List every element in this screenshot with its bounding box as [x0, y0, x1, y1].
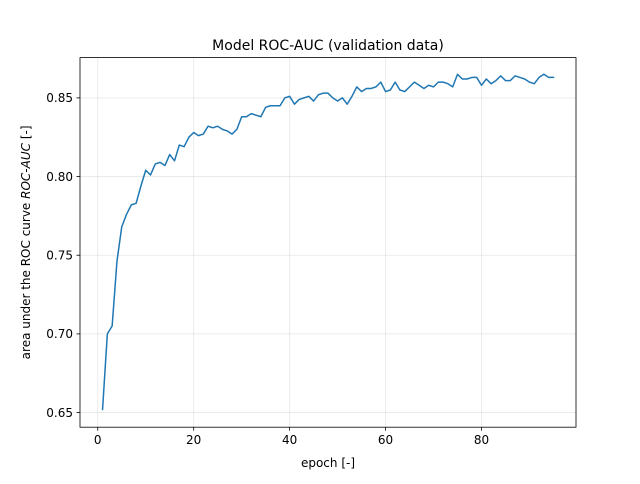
x-tick-label: 80: [474, 433, 489, 447]
x-tick-label: 0: [94, 433, 102, 447]
y-tick-label: 0.65: [46, 406, 73, 420]
y-tick-label: 0.75: [46, 249, 73, 263]
y-axis-label: area under the ROC curve ROC-AUC [-]: [19, 125, 33, 359]
y-axis-label-prefix: area under the ROC curve: [19, 199, 33, 359]
y-tick-label: 0.80: [46, 170, 73, 184]
x-tick-label: 60: [378, 433, 393, 447]
ticks: 0 20 40 60 80 0.65 0.70 0.75 0.80 0.85: [46, 91, 489, 447]
grid: [80, 57, 576, 428]
x-tick-label: 40: [282, 433, 297, 447]
y-axis-label-emphasis: ROC-AUC: [19, 142, 33, 198]
series-line: [101, 73, 555, 411]
y-tick-label: 0.70: [46, 327, 73, 341]
y-axis-label-suffix: [-]: [19, 125, 33, 143]
axes-frame: [79, 57, 577, 428]
chart-title: Model ROC-AUC (validation data): [212, 38, 444, 54]
plot-area: [101, 73, 555, 411]
y-tick-label: 0.85: [46, 91, 73, 105]
x-axis-label: epoch [-]: [301, 456, 355, 470]
x-tick-label: 20: [186, 433, 201, 447]
